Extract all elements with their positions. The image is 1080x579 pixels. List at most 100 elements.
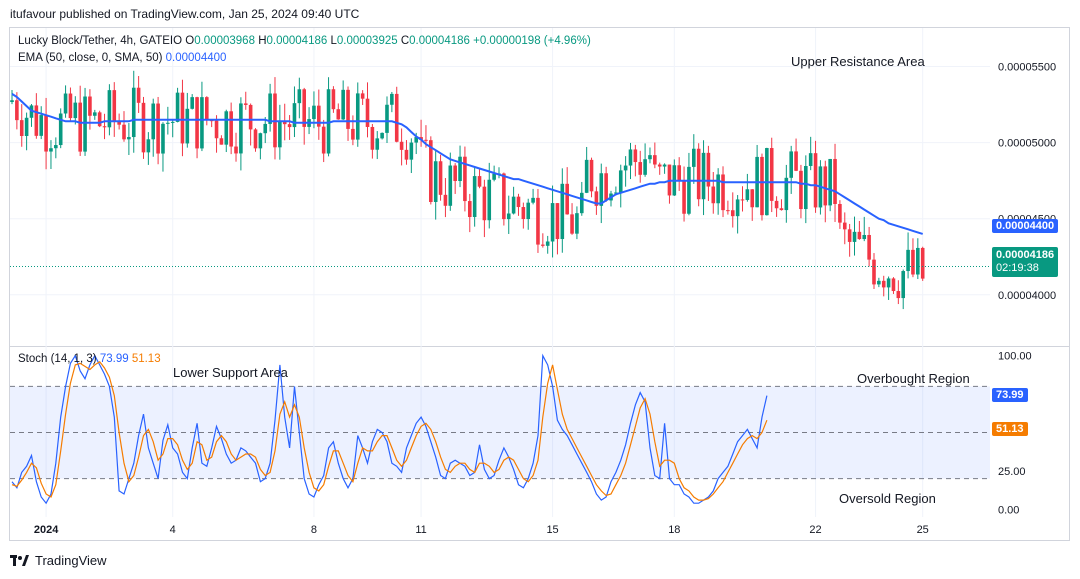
candle-body (531, 197, 535, 203)
candle-body (833, 158, 837, 204)
candle-body (526, 202, 531, 220)
chart-frame (9, 27, 1070, 541)
grid (10, 28, 1069, 517)
x-tick-label: 22 (809, 524, 821, 536)
stoch-tick-label: 25.00 (998, 466, 1026, 478)
candle-body (365, 98, 370, 127)
candle-body (847, 229, 852, 242)
candle-body (584, 159, 589, 193)
open-value: 0.00003968 (194, 35, 255, 47)
candle-body (49, 148, 53, 152)
candle-body (842, 222, 847, 230)
candle-body (443, 194, 448, 206)
candle-body (278, 121, 282, 148)
candle-body (409, 142, 414, 160)
candle-body (808, 153, 813, 166)
candle-body (34, 105, 39, 136)
candle-body (287, 124, 292, 128)
candle-body (268, 93, 272, 124)
candle-body (687, 166, 691, 214)
candle-body (190, 97, 194, 109)
price-tick-label: 0.00005000 (998, 138, 1056, 150)
tradingview-logo[interactable]: TradingView (10, 553, 107, 568)
ema-legend[interactable]: EMA (50, close, 0, SMA, 50) 0.00004400 (18, 52, 226, 64)
candle-body (638, 162, 643, 175)
lower-support-label: Lower Support Area (173, 365, 288, 380)
candle-body (467, 201, 472, 218)
bar-countdown: 02:19:38 (996, 262, 1039, 274)
candle-body (643, 159, 647, 175)
stoch-tick-label: 100.00 (998, 351, 1032, 363)
candle-body (857, 231, 862, 240)
stoch-pane (10, 353, 990, 505)
change-value: +0.00000198 (+4.96%) (473, 35, 591, 47)
ema-value: 0.00004400 (165, 52, 227, 64)
candle-body (243, 103, 248, 105)
candle-body (545, 241, 550, 246)
candle-body (506, 213, 511, 220)
x-tick-label: 25 (917, 524, 929, 536)
candle-body (862, 234, 867, 240)
candle-body (575, 213, 579, 234)
candle-body (599, 173, 604, 206)
candle-body (789, 151, 793, 178)
stoch-k-tag: 73.99 (992, 388, 1028, 402)
candle-body (73, 102, 78, 119)
candle-body (331, 89, 336, 110)
symbol-legend[interactable]: Lucky Block/Tether, 4h, GATEIO O0.000039… (18, 35, 591, 47)
x-tick-label: 11 (415, 524, 426, 536)
candle-body (891, 278, 896, 292)
last-price-tag: 0.00004186 02:19:38 (992, 247, 1059, 277)
candle-body (721, 174, 725, 211)
candle-body (166, 122, 170, 124)
candle-body (804, 165, 808, 210)
candle-body (170, 121, 175, 123)
ema-price-tag: 0.00004400 (992, 219, 1059, 233)
candle-body (317, 105, 321, 127)
publisher-header: itufavour published on TradingView.com, … (10, 7, 360, 21)
candle-body (131, 87, 136, 138)
candle-body (852, 231, 857, 242)
candle-body (750, 189, 755, 208)
candle-body (424, 139, 428, 141)
candle-body (321, 126, 326, 154)
candle-body (657, 164, 662, 167)
x-tick-label: 8 (311, 524, 317, 536)
candle-body (399, 141, 404, 150)
candle-body (195, 97, 199, 149)
candle-body (136, 87, 141, 103)
candle-body (477, 176, 482, 187)
x-tick-label: 15 (546, 524, 558, 536)
candle-body (205, 97, 209, 121)
candle-body (127, 137, 131, 140)
tradingview-logo-icon (10, 554, 29, 566)
candle-body (784, 177, 789, 211)
candle-body (502, 173, 506, 220)
candle-body (258, 133, 263, 149)
candle-body (351, 128, 355, 140)
price-tick-label: 0.00005500 (998, 62, 1056, 74)
candle-body (565, 183, 569, 215)
candle-body (623, 165, 628, 171)
candle-body (63, 93, 68, 114)
candle-body (151, 103, 156, 140)
candle-body (156, 103, 160, 154)
stoch-legend[interactable]: Stoch (14, 1, 3) 73.99 51.13 (18, 353, 161, 365)
candle-body (19, 120, 24, 136)
candle-body (219, 138, 224, 145)
low-label: L (330, 35, 337, 47)
candle-body (458, 156, 462, 182)
candle-body (88, 96, 92, 116)
candle-body (239, 103, 243, 154)
candle-body (214, 120, 219, 139)
stoch-k-value: 73.99 (99, 353, 129, 365)
stoch-d-value: 51.13 (131, 353, 161, 365)
stoch-tick-label: 0.00 (998, 504, 1019, 516)
close-label: C (400, 35, 410, 47)
candle-body (881, 280, 886, 288)
candle-body (68, 93, 73, 119)
candle-body (302, 89, 306, 127)
candle-body (911, 249, 915, 275)
candle-body (229, 111, 233, 147)
